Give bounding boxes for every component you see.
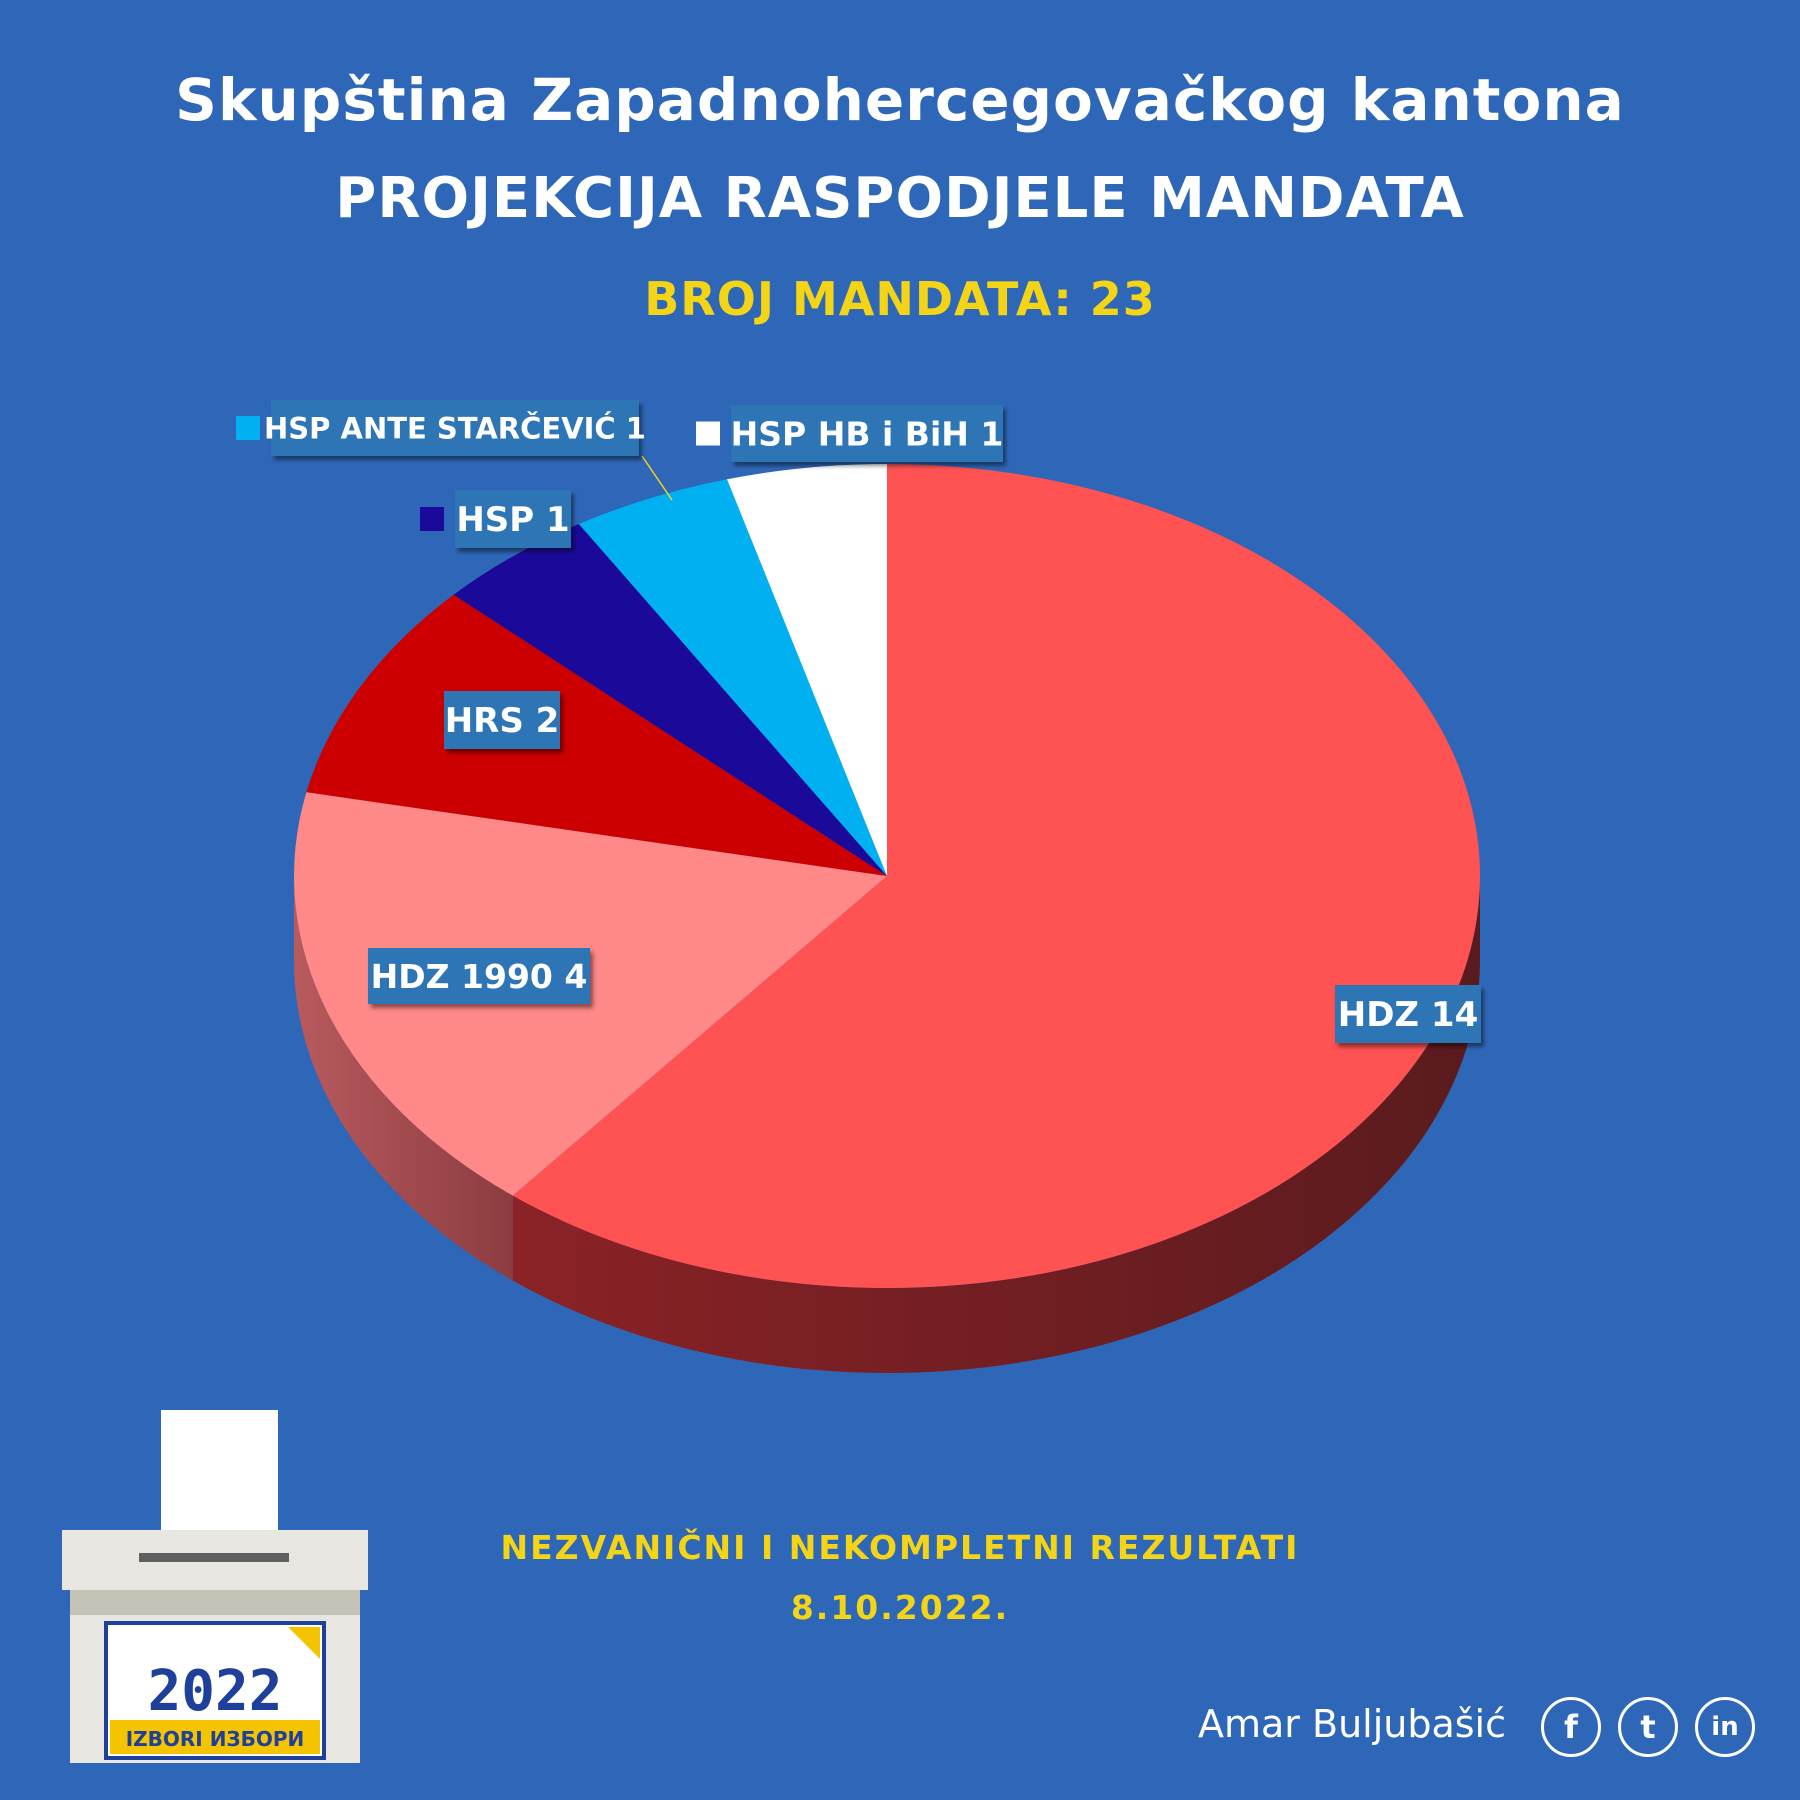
logo-year: 2022 (148, 1659, 283, 1724)
pie-slice-hdz-1990[interactable] (294, 792, 887, 1196)
data-label-hsp-hb-i-bih: HSP HB i BiH 1 (731, 414, 1004, 453)
data-label-box-hsp-hb-i-bih (731, 405, 1003, 462)
data-label-box-hrs (444, 691, 560, 749)
data-label-hdz-1990: HDZ 1990 4 (371, 957, 588, 996)
legend-key-hrs (409, 708, 433, 732)
pie-side-hdz (512, 876, 1480, 1373)
facebook-icon[interactable]: f (1541, 1697, 1601, 1757)
pie-slice-hrs[interactable] (306, 594, 887, 876)
data-label-box-hdz (1335, 985, 1481, 1043)
data-label-box-hsp (455, 490, 571, 548)
leader-line (641, 455, 673, 501)
disclaimer-text: NEZVANIČNI I NEKOMPLETNI REZULTATI (500, 1528, 1300, 1567)
legend-key-hdz-1990 (333, 964, 357, 988)
data-label-hrs: HRS 2 (445, 701, 560, 741)
pie-slice-hsp[interactable] (453, 523, 887, 876)
ballot-slot (139, 1553, 289, 1562)
tumblr-icon[interactable]: t (1618, 1697, 1678, 1757)
seats-count: BROJ MANDATA: 23 (644, 272, 1156, 326)
legend-key-hsp (420, 507, 444, 531)
logo-strip (110, 1720, 320, 1754)
date-text: 8.10.2022. (790, 1588, 1010, 1627)
chart-title: Skupština Zapadnohercegovačkog kantona (175, 66, 1625, 134)
data-label-box-hsp-ante-star-evi- (271, 400, 639, 456)
legend-key-hsp-ante-star-evi- (236, 416, 260, 440)
pie-slice-hdz[interactable] (512, 464, 1481, 1288)
logo-text: IZBORI ИЗБОРИ (126, 1727, 305, 1751)
data-label-box-hdz-1990 (368, 948, 590, 1004)
ballot-box-rim (70, 1590, 360, 1615)
ballot-box-logo: 2022 IZBORI ИЗБОРИ (62, 1410, 368, 1763)
author-credit: Amar Buljubašić (1198, 1702, 1507, 1746)
data-label-hdz: HDZ 14 (1338, 995, 1478, 1035)
flag-icon (288, 1627, 320, 1659)
chart-subtitle: PROJEKCIJA RASPODJELE MANDATA (335, 166, 1465, 231)
legend-key-hsp-hb-i-bih (696, 421, 720, 446)
pie-slice-hsp-hb-i-bih[interactable] (727, 464, 887, 876)
data-label-hsp: HSP 1 (456, 500, 569, 540)
linkedin-icon[interactable]: in (1695, 1697, 1755, 1757)
pie-side-hdz-1990 (294, 876, 513, 1281)
pie-slice-hsp-ante-star-evi-[interactable] (578, 479, 887, 876)
data-label-hsp-ante-star-evi-: HSP ANTE STARČEVIĆ 1 (264, 411, 646, 445)
